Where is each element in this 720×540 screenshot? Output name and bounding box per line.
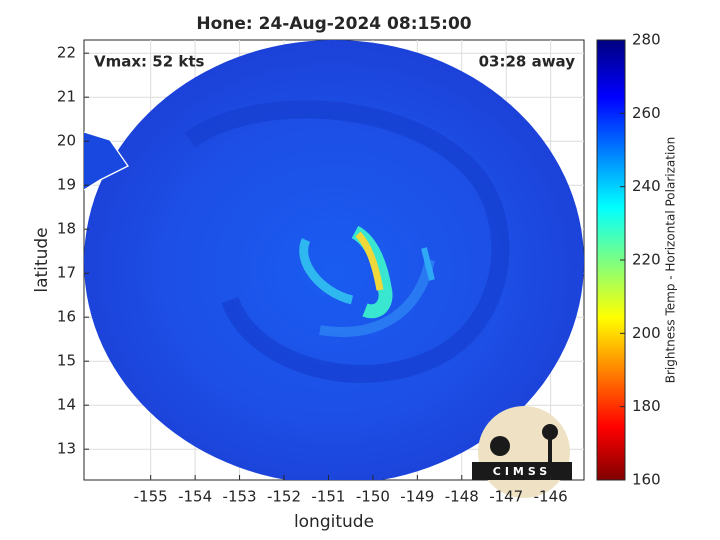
colorbar-tick-label: 200 [632, 324, 661, 342]
colorbar-tick-label: 240 [632, 177, 661, 195]
time-away-label: 03:28 away [479, 53, 576, 71]
y-axis-label: latitude [32, 227, 52, 292]
logo-dish [490, 436, 510, 456]
y-tick-label: 17 [57, 264, 76, 282]
y-tick-label: 22 [57, 44, 76, 62]
vmax-label: Vmax: 52 kts [94, 53, 204, 71]
cimss-logo: CIMSS [472, 406, 572, 498]
x-tick-label: -153 [223, 488, 257, 506]
x-tick-label: -155 [134, 488, 168, 506]
colorbar-tick-label: 180 [632, 397, 661, 415]
colorbar-tick-label: 220 [632, 251, 661, 269]
x-tick-label: -154 [178, 488, 212, 506]
logo-tower [542, 424, 558, 440]
colorbar-label: Brightness Temp - Horizontal Polarizatio… [664, 137, 678, 384]
x-tick-label: -149 [400, 488, 434, 506]
y-tick-label: 15 [57, 352, 76, 370]
colorbar-tick-label: 160 [632, 471, 661, 489]
logo-text: CIMSS [493, 465, 551, 478]
logo-band [472, 462, 572, 480]
x-tick-label: -150 [356, 488, 390, 506]
logo-disc [478, 406, 570, 498]
x-tick-label: -147 [489, 488, 523, 506]
y-tick-label: 16 [57, 308, 76, 326]
x-axis-label: longitude [294, 512, 374, 532]
y-tick-label: 19 [57, 176, 76, 194]
x-tick-label: -152 [267, 488, 301, 506]
brightness-field [84, 40, 584, 480]
x-tick-label: -148 [445, 488, 479, 506]
y-tick-label: 18 [57, 220, 76, 238]
x-tick-label: -151 [311, 488, 345, 506]
colorbar-tick-label: 260 [632, 104, 661, 122]
colorbar-tick-label: 280 [632, 31, 661, 49]
y-tick-label: 21 [57, 88, 76, 106]
logo-tower-leg [548, 438, 552, 462]
y-tick-label: 14 [57, 396, 76, 414]
x-tick-label: -146 [534, 488, 568, 506]
y-tick-label: 13 [57, 440, 76, 458]
y-tick-label: 20 [57, 132, 76, 150]
title: Hone: 24-Aug-2024 08:15:00 [196, 14, 471, 34]
